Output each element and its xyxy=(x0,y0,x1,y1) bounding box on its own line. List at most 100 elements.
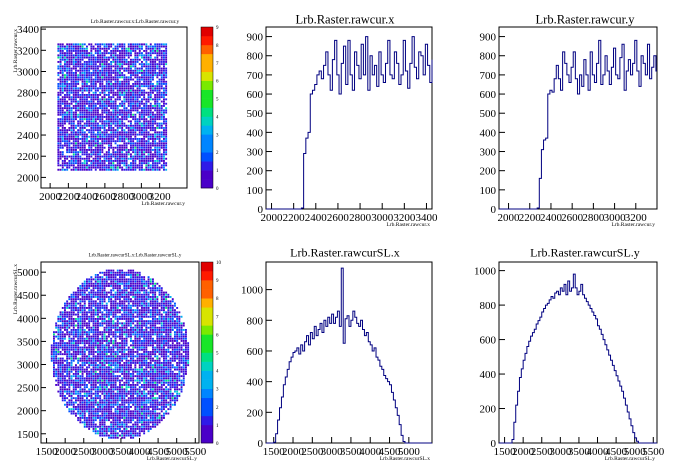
x-tick-label: 2800 xyxy=(112,191,135,203)
x-axis-label: Lrb.Raster.rawcur.y xyxy=(611,222,655,228)
y-tick-label: 3000 xyxy=(17,360,40,372)
y-tick-label: 4500 xyxy=(17,290,40,302)
y-tick-label: 0 xyxy=(491,204,497,216)
palette-tick-label: 9 xyxy=(216,26,219,31)
y-tick-label: 300 xyxy=(247,147,264,159)
x-tick-label: 1500 xyxy=(36,446,59,458)
y-tick-label: 600 xyxy=(480,335,497,347)
y-tick-label: 2000 xyxy=(17,172,40,184)
y-tick-label: 400 xyxy=(480,369,497,381)
y-tick-label: 3200 xyxy=(17,45,40,57)
x-tick-label: 2200 xyxy=(283,212,306,224)
x-axis-label: Lrb.Raster.rawcur.x xyxy=(386,222,430,228)
x-axis-label: Lrb.Raster.rawcurSL.y xyxy=(605,456,655,462)
x-tick-label: 3000 xyxy=(549,446,572,458)
chart-title: Lrb.Raster.rawcurSL.y xyxy=(530,246,640,260)
x-tick-label: 3000 xyxy=(604,212,627,224)
heatmap-cells xyxy=(57,43,168,171)
x-tick-label: 3200 xyxy=(625,212,648,224)
palette-frame xyxy=(200,26,214,189)
palette-tick-label: 3 xyxy=(216,133,219,138)
title-box xyxy=(55,246,215,263)
x-tick-label: 4500 xyxy=(147,446,170,458)
histogram-outline xyxy=(499,39,657,210)
y-tick-label: 2200 xyxy=(17,151,40,163)
y-tick-label: 800 xyxy=(247,51,264,63)
chart-title: Lrb.Raster.rawcur.x:Lrb.Raster.rawcur.y xyxy=(91,19,180,25)
x-tick-label: 2500 xyxy=(73,446,96,458)
plot-frame xyxy=(498,26,658,210)
plot-frame xyxy=(40,26,188,189)
y-tick-label: 800 xyxy=(480,51,497,63)
y-tick-label: 3400 xyxy=(17,24,40,36)
x-tick-label: 4500 xyxy=(379,446,402,458)
y-tick-label: 200 xyxy=(480,404,497,416)
y-tick-label: 3500 xyxy=(17,336,40,348)
x-tick-label: 2000 xyxy=(512,446,535,458)
y-tick-label: 1000 xyxy=(241,285,264,297)
x-tick-label: 5500 xyxy=(184,446,207,458)
chart-panel-5: Lrb.Raster.rawcurSL.x1500200025003000350… xyxy=(241,245,433,462)
title-box xyxy=(510,11,660,27)
chart-title: Lrb.Raster.rawcurSL.x xyxy=(290,246,400,260)
x-tick-label: 2400 xyxy=(540,212,563,224)
y-tick-label: 200 xyxy=(247,166,264,178)
plot-frame xyxy=(265,261,433,444)
chart-panel-4: Lrb.Raster.rawcurSL.x:Lrb.Raster.rawcurS… xyxy=(13,246,222,462)
y-tick-label: 100 xyxy=(247,185,264,197)
x-tick-label: 2000 xyxy=(39,191,62,203)
y-tick-label: 400 xyxy=(247,127,264,139)
y-tick-label: 2800 xyxy=(17,88,40,100)
y-tick-label: 200 xyxy=(480,166,497,178)
x-axis-label: Lrb.Raster.rawcurSL.x xyxy=(380,456,430,462)
palette-tick-label: 8 xyxy=(216,44,219,49)
y-tick-label: 2500 xyxy=(17,383,40,395)
x-tick-label: 4500 xyxy=(605,446,628,458)
chart-panel-1: Lrb.Raster.rawcur.x:Lrb.Raster.rawcur.y 2… xyxy=(13,11,219,207)
x-tick-label: 2200 xyxy=(57,191,80,203)
x-tick-label: 2400 xyxy=(305,212,328,224)
title-box xyxy=(269,11,421,27)
y-tick-label: 2000 xyxy=(17,406,40,418)
palette-tick-label: 2 xyxy=(216,406,219,411)
palette-tick-label: 0 xyxy=(216,187,219,192)
y-tick-label: 0 xyxy=(491,438,497,450)
y-tick-label: 800 xyxy=(247,315,264,327)
x-tick-label: 2500 xyxy=(301,446,324,458)
x-tick-label: 3500 xyxy=(110,446,133,458)
y-tick-label: 300 xyxy=(480,147,497,159)
palette-tick-label: 1 xyxy=(216,169,219,174)
x-tick-label: 2600 xyxy=(561,212,584,224)
y-tick-label: 500 xyxy=(480,108,497,120)
palette-tick-label: 4 xyxy=(216,115,219,120)
x-tick-label: 4000 xyxy=(129,446,152,458)
y-tick-label: 3000 xyxy=(17,66,40,78)
y-tick-label: 900 xyxy=(247,32,264,44)
chart-title: Lrb.Raster.rawcur.y xyxy=(536,12,636,26)
y-axis-label: Lrb.Raster.rawcur.x xyxy=(13,29,19,73)
y-tick-label: 600 xyxy=(247,89,264,101)
y-tick-label: 4000 xyxy=(17,313,40,325)
title-box xyxy=(269,245,421,260)
title-box xyxy=(55,11,215,31)
palette-frame xyxy=(200,261,214,444)
x-tick-label: 2500 xyxy=(531,446,554,458)
x-tick-label: 3400 xyxy=(415,212,438,224)
y-tick-label: 0 xyxy=(258,438,264,450)
x-tick-label: 3000 xyxy=(371,212,394,224)
x-tick-label: 2000 xyxy=(261,212,284,224)
x-tick-label: 5000 xyxy=(624,446,647,458)
y-tick-label: 400 xyxy=(480,127,497,139)
heatmap-cells xyxy=(50,269,190,439)
color-palette: 0 1 2 3 4 5 6 7 8 9 xyxy=(200,26,219,192)
x-tick-label: 2200 xyxy=(519,212,542,224)
y-tick-label: 2600 xyxy=(17,109,40,121)
x-axis-label: Lrb.Raster.rawcur.y xyxy=(141,201,185,207)
plot-frame xyxy=(40,261,200,444)
y-tick-label: 0 xyxy=(258,204,264,216)
chart-panel-6: Lrb.Raster.rawcurSL.y1500200025003000350… xyxy=(474,245,665,462)
palette-tick-label: 5 xyxy=(216,98,219,103)
y-tick-label: 400 xyxy=(247,377,264,389)
y-tick-label: 100 xyxy=(480,185,497,197)
x-tick-label: 3000 xyxy=(91,446,114,458)
